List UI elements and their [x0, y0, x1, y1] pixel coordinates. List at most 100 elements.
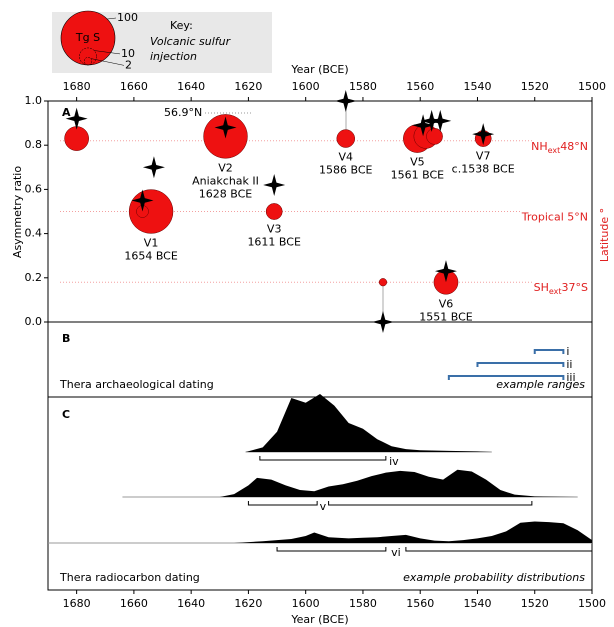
point-label: 1586 BCE [319, 164, 373, 177]
point-label: 1611 BCE [247, 236, 301, 249]
star-point [65, 107, 88, 130]
bracket [276, 547, 387, 552]
reference-label: NHext48°N [531, 140, 588, 155]
key-text: Volcanic sulfur [150, 35, 232, 48]
probability-area [122, 469, 578, 497]
bracket [405, 547, 593, 552]
key-leader [90, 58, 125, 66]
y-tick-label: 1.0 [25, 94, 43, 107]
annotation: 56.9°N [164, 106, 202, 119]
y-tick-label: 0.2 [25, 271, 43, 284]
key-leader [106, 17, 117, 20]
key-size-label: 100 [117, 11, 138, 24]
x-axis-title: Year (BCE) [290, 613, 348, 626]
y-axis-title: Asymmetry ratio [11, 166, 24, 258]
point-label: V7 [476, 150, 491, 163]
x-tick-label: 1640 [177, 80, 205, 93]
key-symbol: Tg S [75, 31, 100, 44]
x-tick-label: 1540 [463, 597, 491, 610]
range-label: i [566, 345, 569, 358]
x-tick-label: 1660 [120, 597, 148, 610]
reference-label-text: NH [531, 140, 548, 153]
bracket-label: iv [389, 455, 399, 468]
reference-label-suffix: 37°S [562, 281, 588, 294]
star-point [263, 173, 286, 196]
y-tick-label: 0.6 [25, 182, 43, 195]
x-tick-label: 1680 [63, 80, 91, 93]
reference-label: SHext37°S [534, 281, 588, 296]
y-tick-label: 0.0 [25, 315, 43, 328]
panel-label: B [62, 332, 70, 345]
bracket-label: vi [391, 546, 401, 559]
x-tick-label: 1580 [349, 80, 377, 93]
x-tick-label: 1580 [349, 597, 377, 610]
bracket [247, 501, 318, 506]
range-bar [476, 362, 565, 367]
panel-text: Thera archaeological dating [59, 378, 214, 391]
x-tick-label: 1500 [578, 597, 606, 610]
sulfur-point [265, 203, 283, 220]
x-tick-label: 1660 [120, 80, 148, 93]
probability-area [245, 394, 492, 452]
key-text: injection [150, 50, 197, 63]
key-size-label: 10 [121, 47, 135, 60]
star-point [214, 116, 237, 139]
x-tick-label: 1520 [521, 80, 549, 93]
point-label: V5 [410, 156, 425, 169]
x-tick-label: 1600 [292, 597, 320, 610]
panel-text: Thera radiocarbon dating [59, 571, 200, 584]
star-point [412, 114, 435, 137]
key-leader [93, 50, 121, 55]
frame [47, 100, 593, 591]
range-bar [447, 375, 565, 380]
sulfur-point [128, 189, 174, 234]
y2-axis-title: Latitude ° [598, 208, 611, 262]
sulfur-point [64, 126, 89, 151]
point-label: 1654 BCE [124, 249, 178, 262]
x-tick-label: 1560 [406, 597, 434, 610]
point-label: Aniakchak II [192, 174, 259, 187]
point-label: V1 [144, 236, 159, 249]
key-title: Key: [170, 19, 193, 32]
sulfur-point [426, 128, 443, 145]
y-tick-label: 0.8 [25, 138, 43, 151]
y-tick-label: 0.4 [25, 227, 43, 240]
reference-label-sub: ext [548, 145, 561, 154]
reference-label-sub: ext [549, 287, 562, 296]
x-tick-label: 1600 [292, 80, 320, 93]
star-point [434, 260, 457, 283]
reference-label-suffix: 48°N [560, 140, 588, 153]
key-size-label: 2 [125, 58, 132, 71]
reference-label: Tropical 5°N [521, 211, 588, 224]
bracket [328, 501, 533, 506]
point-label: V2 [218, 161, 233, 174]
x-tick-label: 1640 [177, 597, 205, 610]
x-tick-label: 1520 [521, 597, 549, 610]
point-label: 1561 BCE [391, 169, 445, 182]
sulfur-point [378, 278, 388, 287]
panel-note: example probability distributions [403, 571, 585, 584]
x-tick-label: 1680 [63, 597, 91, 610]
star-point [142, 156, 165, 179]
range-label: iii [566, 371, 575, 384]
panel-label: C [62, 408, 70, 421]
point-label: 1551 BCE [419, 310, 473, 323]
sulfur-point [336, 129, 355, 148]
point-label: V4 [339, 151, 354, 164]
x-tick-label: 1540 [463, 80, 491, 93]
x-axis-title: Year (BCE) [290, 63, 348, 76]
probability-area [48, 521, 592, 543]
x-tick-label: 1560 [406, 80, 434, 93]
x-tick-label: 1620 [234, 597, 262, 610]
reference-label-text: Tropical 5°N [521, 211, 588, 224]
star-point [472, 123, 495, 146]
x-tick-label: 1620 [234, 80, 262, 93]
range-bar [533, 349, 565, 354]
panel-note: example ranges [496, 378, 585, 391]
panel-label: A [62, 106, 71, 119]
point-label: c.1538 BCE [452, 163, 515, 176]
star-point [371, 311, 394, 333]
star-point [334, 90, 357, 112]
